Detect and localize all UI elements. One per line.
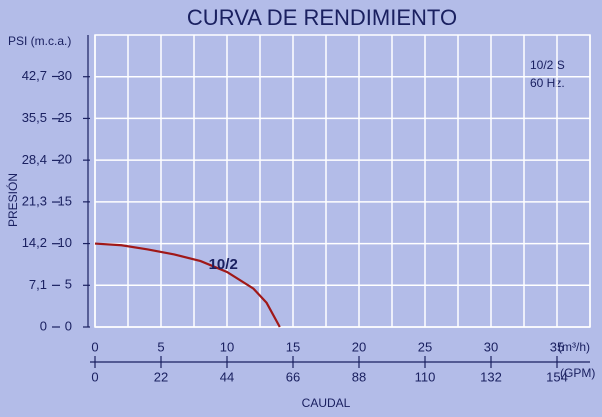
x-tick-label: 20 [352, 339, 366, 354]
y2-tick-label: 0 [40, 318, 47, 333]
x-tick-label: 0 [91, 339, 98, 354]
x-tick-label: 15 [286, 339, 300, 354]
x-tick-label: 5 [157, 339, 164, 354]
y-label: PSI (m.c.a.) [8, 34, 71, 48]
curve [94, 242, 281, 328]
annotation: 10/2 S [530, 58, 565, 72]
x2-tick-label: 0 [91, 369, 98, 384]
y2-tick-label: 28,4 [22, 152, 47, 167]
y2-tick-label: 42,7 [22, 68, 47, 83]
x2-unit: (GPM) [560, 366, 595, 380]
x2-tick-label: 88 [352, 369, 366, 384]
y-tick-label: 20 [58, 152, 72, 167]
x-label: CAUDAL [302, 396, 351, 410]
y-tick-label: 25 [58, 110, 72, 125]
y2-tick-label: 21,3 [22, 193, 47, 208]
x2-tick-label: 154 [546, 369, 568, 384]
chart-title: CURVA DE RENDIMIENTO [187, 5, 457, 30]
y-tick-label: 10 [58, 235, 72, 250]
x2-tick-label: 132 [480, 369, 502, 384]
x-tick-label: 35 [550, 339, 564, 354]
y2-tick-label: 35,5 [22, 110, 47, 125]
y-tick-label: 30 [58, 68, 72, 83]
x2-tick-label: 110 [415, 369, 436, 384]
annotation: 60 Hz. [530, 76, 565, 90]
y-tick-label: 5 [65, 277, 72, 292]
x-tick-label: 10 [220, 339, 234, 354]
y2-tick-label: 14,2 [22, 235, 47, 250]
x2-tick-label: 44 [220, 369, 234, 384]
x-unit: (m³/h) [558, 340, 590, 354]
curve-label: 10/2 [209, 256, 238, 273]
x2-tick-label: 22 [154, 369, 168, 384]
x2-tick-label: 66 [286, 369, 300, 384]
y-tick-label: 15 [58, 193, 72, 208]
x-tick-label: 30 [484, 339, 498, 354]
x-tick-label: 25 [418, 339, 432, 354]
y2-tick-label: 7,1 [29, 277, 47, 292]
y-tick-label: 0 [65, 318, 72, 333]
y-axis-title: PRESIÓN [5, 173, 20, 227]
